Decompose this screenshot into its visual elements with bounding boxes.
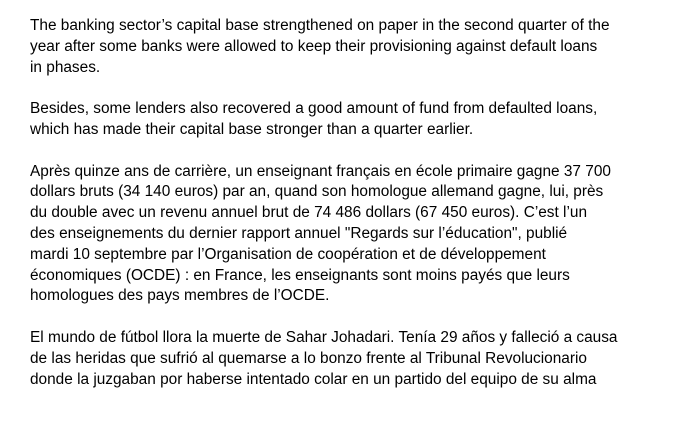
text-line: Besides, some lenders also recovered a g… bbox=[30, 100, 598, 118]
paragraph-french-teachers: Après quinze ans de carrière, un enseign… bbox=[30, 162, 680, 308]
text-line: homologues des pays membres de l’OCDE. bbox=[30, 287, 330, 305]
text-line: in phases. bbox=[30, 58, 101, 76]
paragraph-banking-capital: The banking sector’s capital base streng… bbox=[30, 16, 680, 78]
paragraph-lenders-recovery: Besides, some lenders also recovered a g… bbox=[30, 99, 680, 141]
text-line: which has made their capital base strong… bbox=[30, 120, 474, 138]
text-line: économiques (OCDE) : en France, les ense… bbox=[30, 266, 570, 284]
paragraph-spanish-football: El mundo de fútbol llora la muerte de Sa… bbox=[30, 328, 680, 390]
text-line: Après quinze ans de carrière, un enseign… bbox=[30, 162, 611, 180]
text-line: du double avec un revenu annuel brut de … bbox=[30, 204, 588, 222]
text-line: des enseignements du dernier rapport ann… bbox=[30, 224, 568, 242]
text-line: de las heridas que sufrió al quemarse a … bbox=[30, 349, 587, 367]
text-line: dollars bruts (34 140 euros) par an, qua… bbox=[30, 183, 604, 201]
text-line: El mundo de fútbol llora la muerte de Sa… bbox=[30, 328, 618, 346]
text-line: The banking sector’s capital base streng… bbox=[30, 17, 610, 34]
document-body: The banking sector’s capital base streng… bbox=[30, 16, 680, 411]
text-line: mardi 10 septembre par l’Organisation de… bbox=[30, 245, 546, 263]
text-line: year after some banks were allowed to ke… bbox=[30, 37, 598, 55]
text-line: donde la juzgaban por haberse intentado … bbox=[30, 370, 597, 388]
